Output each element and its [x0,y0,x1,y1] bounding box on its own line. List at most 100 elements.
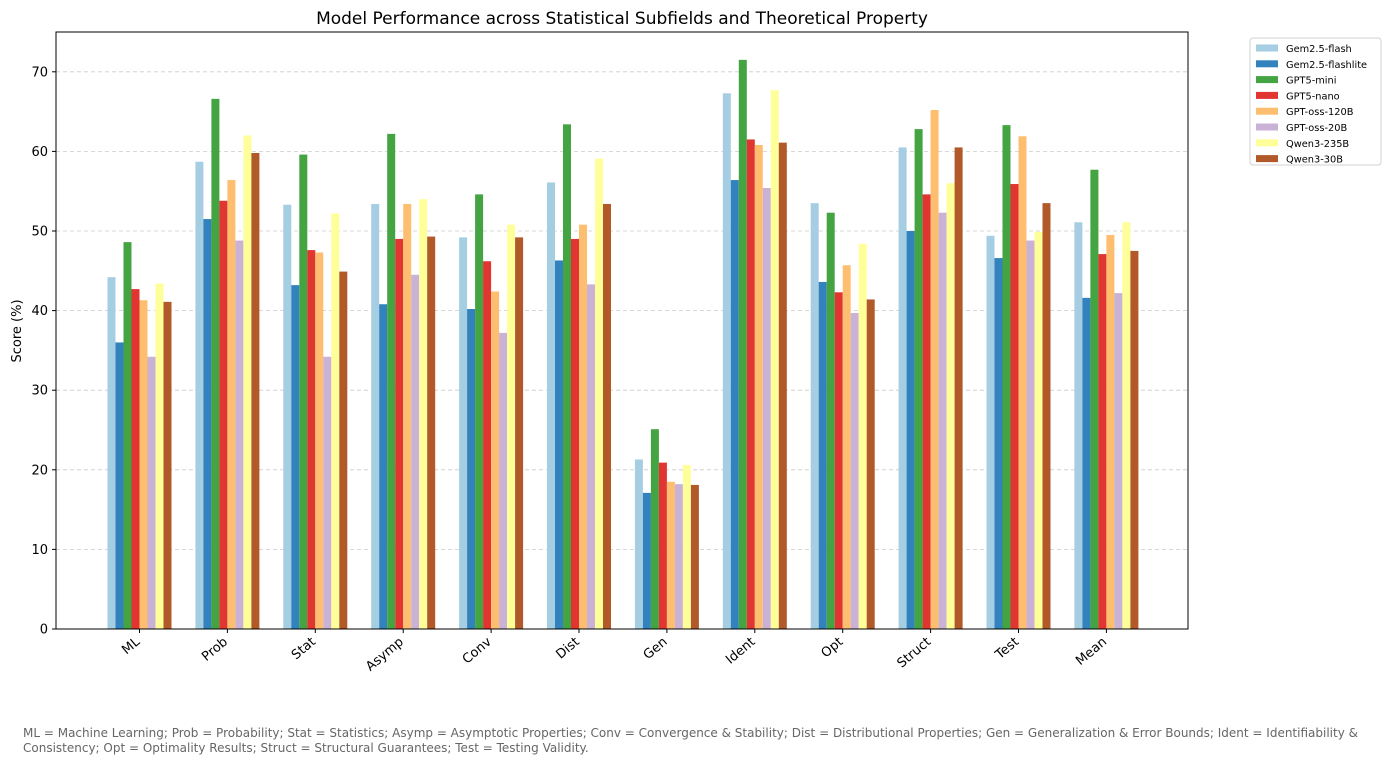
bar-GPT5-nano-Dist [571,238,579,629]
bar-Gem2.5-flashlite-Mean [1082,297,1091,629]
bar-GPT5-nano-Mean [1098,254,1107,630]
bar-GPT-oss-120B-Asymp [403,203,412,629]
bar-GPT5-nano-Stat [307,250,316,629]
bar-Qwen3-30B-Mean [1130,250,1139,629]
bar-GPT5-mini-Dist [563,124,571,629]
bar-GPT5-mini-Mean [1090,169,1099,629]
bar-GPT-oss-120B-Test [1018,136,1027,629]
bar-Qwen3-235B-Opt [858,243,867,629]
x-tick-label: Prob [199,635,231,665]
bar-GPT-oss-120B-ML [139,300,148,629]
bar-GPT5-nano-ML [131,289,140,629]
bar-Qwen3-30B-Test [1042,203,1051,629]
bar-GPT-oss-20B-Asymp [411,274,420,629]
legend-entry: Qwen3-30B [1286,155,1343,166]
legend-swatch [1256,91,1278,99]
legend-entry: Gem2.5-flash [1286,44,1352,55]
bar-Gem2.5-flashlite-Stat [291,285,300,629]
bar-Gem2.5-flash-Dist [547,182,555,629]
bar-Gem2.5-flashlite-Asymp [379,304,388,629]
bar-GPT-oss-20B-Mean [1114,293,1123,629]
plot-frame [55,31,1189,630]
legend-entry: GPT5-nano [1286,91,1340,102]
y-tick-label: 60 [31,145,48,160]
bar-Qwen3-30B-Conv [515,237,524,630]
x-tick-label: Struct [895,635,935,672]
bar-Qwen3-235B-Mean [1122,222,1131,629]
bar-GPT-oss-20B-Dist [587,284,595,629]
bar-Qwen3-30B-Struct [954,147,963,630]
bar-Qwen3-30B-ML [163,301,172,629]
bar-GPT5-mini-ML [123,242,132,630]
bar-Gem2.5-flash-Prob [195,161,204,630]
bar-GPT5-mini-Conv [475,194,484,629]
bar-GPT-oss-120B-Gen [666,481,675,629]
bar-Qwen3-235B-Test [1034,231,1043,629]
legend: Gem2.5-flash Gem2.5-flashlite GPT5-mini GPT… [1249,37,1382,166]
legend-entry: Qwen3-235B [1286,139,1349,150]
legend-box [1249,37,1382,166]
x-tick-label: Gen [641,635,671,663]
bar-GPT5-mini-Asymp [387,133,396,629]
footnote: ML = Machine Learning; Prob = Probabilit… [23,726,1358,755]
x-tick-label: Test [992,635,1022,664]
bar-GPT5-nano-Opt [834,292,843,629]
bar-GPT-oss-20B-Opt [850,312,859,629]
bar-Gem2.5-flash-Asymp [371,203,380,629]
x-tick-label: ML [119,634,143,658]
legend-entry: GPT-oss-20B [1286,123,1348,134]
bar-GPT5-nano-Conv [483,261,492,629]
x-tick-label: Ident [723,635,758,668]
x-tick-label: Stat [289,635,319,663]
x-tick-label: Opt [819,635,847,662]
bar-GPT5-nano-Gen [658,462,667,629]
bar-Qwen3-235B-Conv [507,224,516,629]
bar-Qwen3-235B-Dist [595,158,603,629]
y-tick-label: 20 [31,463,48,478]
bar-Qwen3-30B-Dist [603,203,611,629]
y-axis-label: Score (%) [10,299,25,362]
bar-GPT5-nano-Struct [922,194,931,629]
bar-GPT-oss-120B-Prob [227,180,236,629]
bar-Qwen3-235B-Gen [682,465,691,629]
bar-Qwen3-235B-Stat [331,213,340,629]
legend-entry: GPT-oss-120B [1286,107,1354,118]
legend-swatch [1256,107,1278,115]
bar-GPT5-nano-Asymp [395,238,404,629]
bar-GPT5-mini-Stat [299,154,308,630]
y-tick-label: 10 [31,543,48,558]
bar-Qwen3-30B-Gen [690,484,699,629]
bar-GPT5-nano-Test [1010,184,1019,629]
bar-GPT-oss-120B-Dist [579,224,587,629]
bar-GPT-oss-20B-Stat [323,356,332,629]
bar-Qwen3-30B-Asymp [427,236,436,629]
legend-entry: Gem2.5-flashlite [1286,60,1367,71]
bar-GPT-oss-120B-Opt [842,265,851,629]
bar-Gem2.5-flash-Ident [722,93,731,630]
chart-title: Model Performance across Statistical Sub… [316,9,928,29]
x-tick-label: Asymp [363,635,407,675]
bar-Gem2.5-flash-Struct [898,147,907,630]
y-tick-label: 50 [31,225,48,240]
x-tick-label: Dist [553,635,582,663]
bar-Qwen3-235B-Asymp [419,199,428,629]
bar-Qwen3-235B-Prob [243,135,252,630]
bars [107,59,1139,630]
bar-Gem2.5-flash-Test [986,235,995,629]
legend-swatch [1256,123,1278,131]
legend-swatch [1256,139,1278,147]
bar-GPT-oss-20B-ML [147,356,156,629]
bar-Gem2.5-flashlite-Opt [818,281,827,629]
y-tick-label: 30 [31,384,48,399]
y-tick-label: 70 [31,65,48,80]
legend-swatch [1256,60,1278,68]
bar-Qwen3-30B-Stat [339,271,348,629]
y-tick-label: 0 [40,623,48,638]
x-tick-label: Mean [1073,635,1110,669]
bar-GPT5-mini-Gen [650,429,659,629]
legend-swatch [1256,155,1278,163]
bar-Gem2.5-flash-Opt [810,203,819,629]
bar-chart: Model Performance across Statistical Sub… [10,9,1382,675]
bar-Gem2.5-flash-ML [107,277,116,629]
bar-GPT5-mini-Struct [914,129,923,629]
